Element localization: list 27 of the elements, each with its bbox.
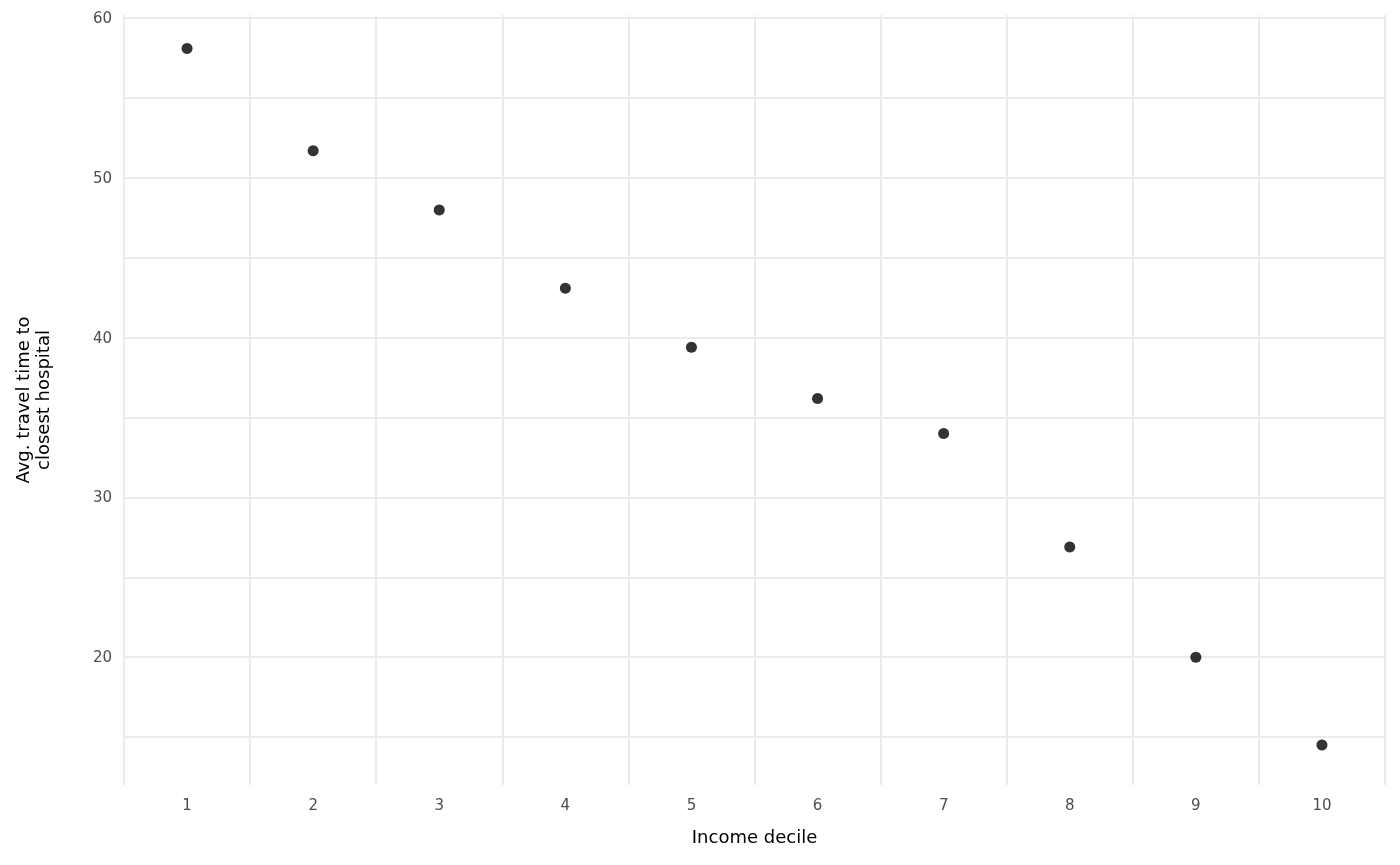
point — [307, 145, 319, 157]
x-axis-title: Income decile — [691, 825, 818, 847]
x-tick-label: 3 — [434, 795, 445, 814]
x-tick-label: 8 — [1064, 795, 1075, 814]
x-tick-label: 5 — [686, 795, 697, 814]
y-tick-label: 40 — [92, 328, 112, 347]
x-tick-label: 2 — [308, 795, 318, 814]
x-tick-label: 7 — [938, 795, 949, 814]
y-tick-label: 60 — [92, 9, 112, 28]
point — [181, 43, 193, 55]
point — [1316, 739, 1328, 751]
x-tick-label: 9 — [1191, 795, 1201, 814]
x-tick-label: 4 — [560, 795, 571, 814]
y-axis-title: Avg. travel time to closest hospital — [11, 316, 53, 484]
point — [559, 282, 571, 294]
x-tick-label: 6 — [812, 795, 823, 814]
point — [433, 204, 445, 216]
point — [938, 428, 950, 440]
point — [685, 341, 697, 353]
point — [1064, 541, 1076, 553]
x-tick-label: 10 — [1312, 795, 1332, 814]
y-tick-label: 50 — [92, 168, 112, 187]
x-tick-label: 1 — [182, 795, 192, 814]
y-tick-label: 20 — [92, 648, 112, 667]
y-tick-label: 30 — [92, 488, 112, 507]
point — [1190, 651, 1202, 663]
point — [812, 392, 824, 404]
